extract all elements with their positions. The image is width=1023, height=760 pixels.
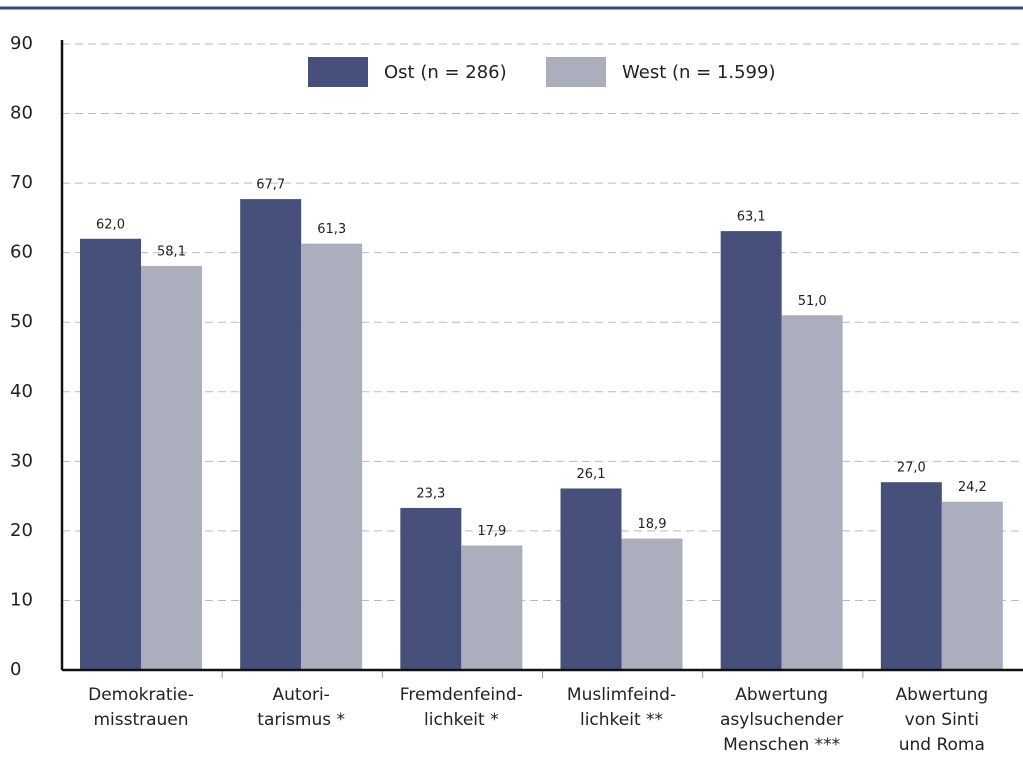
x-tick-label: Demokratie- [88, 685, 194, 705]
x-tick-label: Autori- [273, 685, 330, 705]
value-label: 63,1 [737, 210, 766, 225]
value-label: 27,0 [897, 461, 926, 476]
value-label: 24,2 [958, 480, 987, 495]
x-tick-label: Abwertung [895, 685, 988, 705]
value-label: 67,7 [256, 178, 285, 193]
x-tick-label: Menschen *** [723, 735, 840, 755]
x-tick-label: misstrauen [93, 710, 188, 730]
bar [781, 315, 843, 670]
x-tick-label: Abwertung [735, 685, 828, 705]
y-tick-label: 60 [10, 242, 33, 263]
y-tick-label: 70 [10, 172, 33, 193]
value-label: 58,1 [157, 244, 186, 259]
value-label: 62,0 [96, 217, 125, 232]
y-tick-label: 20 [10, 520, 33, 541]
value-label: 61,3 [317, 222, 346, 237]
y-tick-label: 50 [10, 311, 33, 332]
y-tick-label: 30 [10, 450, 33, 471]
bar [461, 545, 523, 670]
bar [400, 507, 462, 670]
y-tick-label: 90 [10, 33, 33, 54]
bar [720, 231, 782, 671]
bar [560, 488, 622, 670]
legend-swatch [308, 57, 368, 87]
value-label: 51,0 [798, 294, 827, 309]
bar [240, 199, 302, 670]
legend-label: Ost (n = 286) [384, 62, 507, 83]
x-tick-label: lichkeit * [424, 710, 499, 730]
bar [301, 243, 363, 670]
bar [80, 238, 141, 670]
x-tick-label: tarismus * [257, 710, 345, 730]
x-tick-label: von Sinti [905, 710, 979, 730]
value-label: 18,9 [638, 517, 667, 532]
x-tick-label: lichkeit ** [580, 710, 663, 730]
x-tick-label: Fremdenfeind- [400, 685, 523, 705]
legend-label: West (n = 1.599) [622, 62, 775, 83]
bar [621, 538, 683, 670]
y-tick-label: 0 [10, 659, 21, 680]
y-tick-label: 40 [10, 381, 33, 402]
y-tick-label: 10 [10, 589, 33, 610]
value-label: 17,9 [477, 524, 506, 539]
legend-swatch [546, 57, 606, 87]
x-tick-label: Muslimfeind- [567, 685, 676, 705]
bar [941, 501, 1003, 670]
x-tick-label: und Roma [899, 735, 985, 755]
x-tick-label: asylsuchender [720, 710, 843, 730]
bar [141, 265, 202, 670]
value-label: 26,1 [577, 467, 606, 482]
y-tick-label: 80 [10, 103, 33, 124]
bar [880, 482, 942, 670]
value-label: 23,3 [416, 486, 445, 501]
